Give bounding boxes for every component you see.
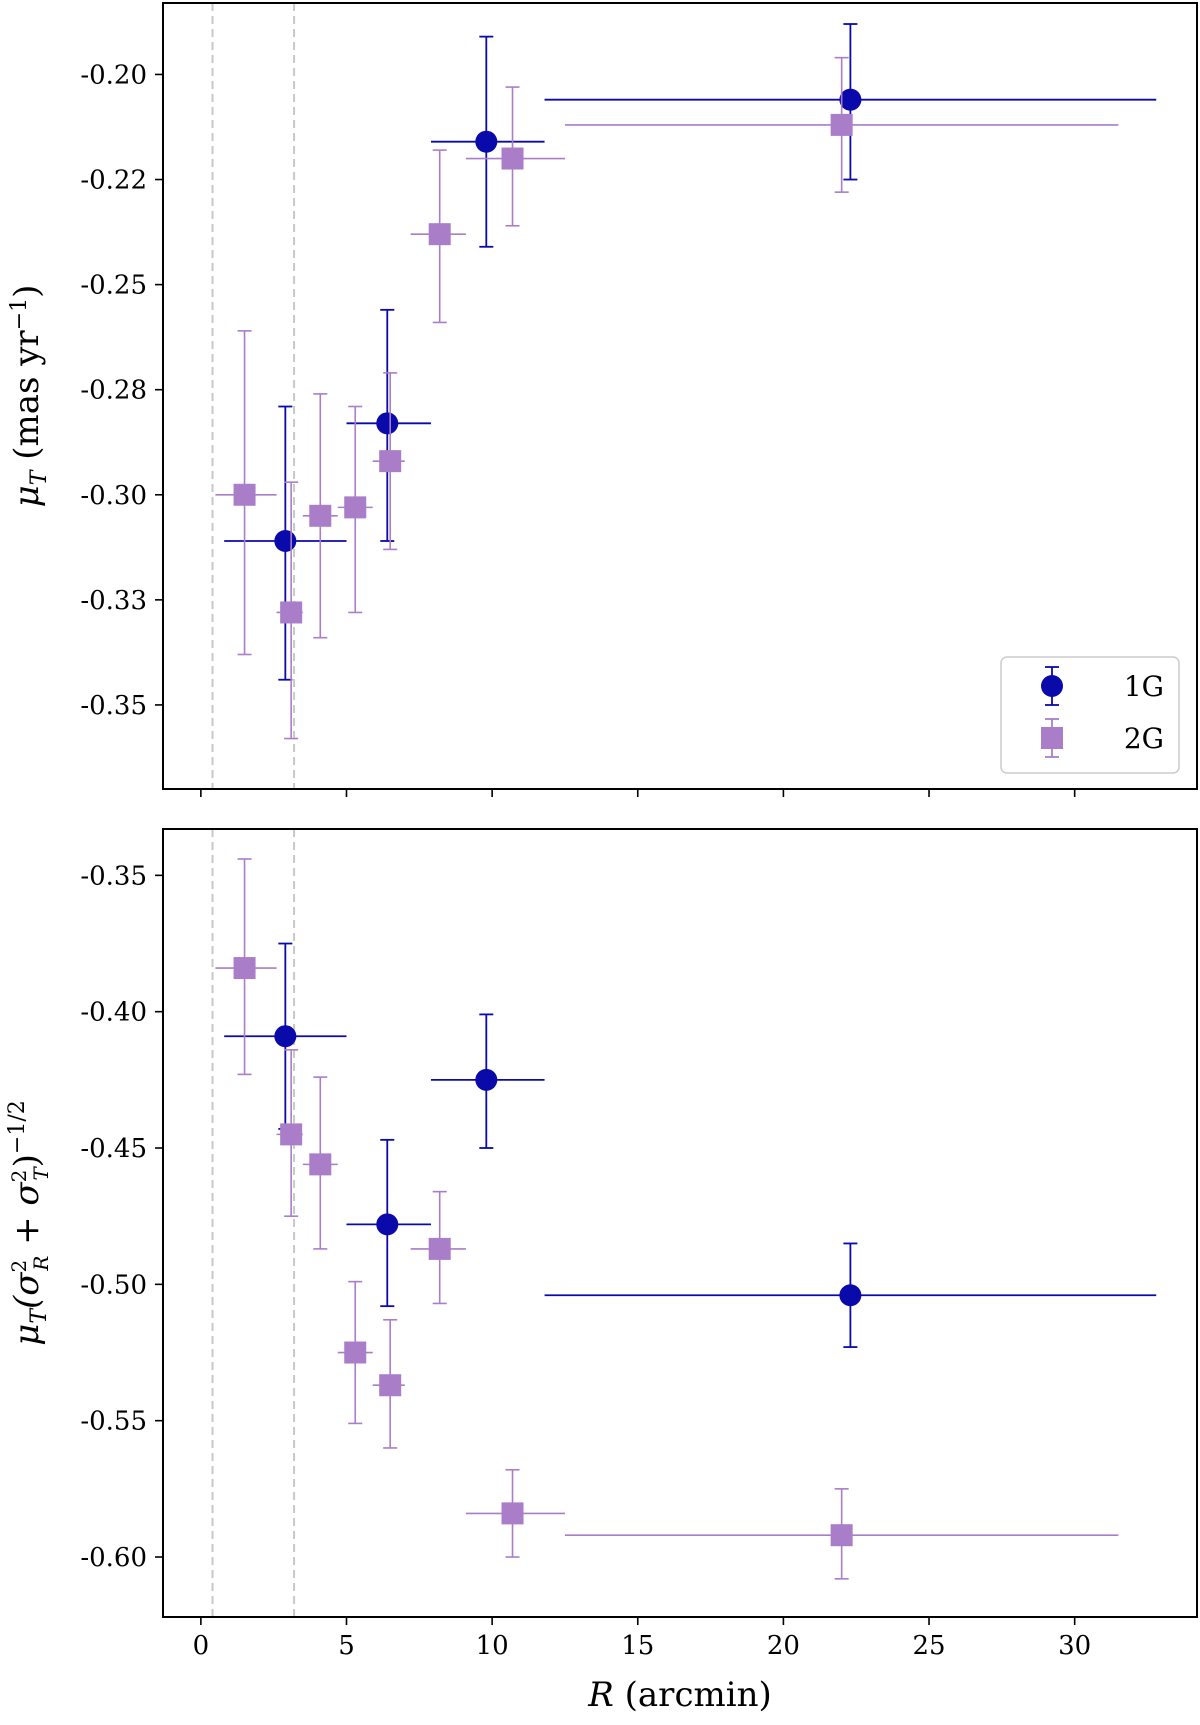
y-tick-label: -0.50 — [80, 1270, 147, 1300]
data-point-2G — [344, 1341, 367, 1364]
series-1G — [224, 23, 1157, 681]
data-point-1G — [274, 1025, 297, 1048]
legend-entry-1G: 1G — [1041, 666, 1164, 706]
data-point-2G — [830, 113, 853, 136]
data-point-2G — [830, 1524, 853, 1547]
x-tick-label: 30 — [1058, 1631, 1091, 1661]
data-point-1G — [376, 412, 399, 435]
x-tick-label: 25 — [912, 1631, 945, 1661]
data-point-1G — [376, 1213, 399, 1236]
legend-label: 2G — [1124, 722, 1164, 755]
data-point-2G — [280, 1123, 303, 1146]
x-tick-label: 0 — [193, 1631, 210, 1661]
x-tick-label: 15 — [621, 1631, 654, 1661]
data-point-2G — [428, 223, 451, 246]
data-point-1G — [475, 1068, 498, 1091]
data-point-2G — [233, 483, 256, 506]
y-tick-label: -0.33 — [80, 586, 147, 616]
data-point-2G — [501, 147, 524, 170]
y-tick-label: -0.45 — [80, 1134, 147, 1164]
y-tick-label: -0.30 — [80, 481, 147, 511]
data-point-2G — [379, 1374, 402, 1397]
y-tick-label: -0.25 — [80, 271, 147, 301]
y-tick-label: -0.28 — [80, 376, 147, 406]
x-tick-label: 10 — [476, 1631, 509, 1661]
y-tick-label: -0.35 — [80, 691, 147, 721]
series-1G — [224, 942, 1157, 1348]
series-2G — [215, 858, 1119, 1580]
y-tick-label: -0.40 — [80, 998, 147, 1028]
y-axis-label: μT(σ2R + σ2T)−1/2 — [5, 1100, 53, 1346]
data-point-2G — [280, 601, 303, 624]
legend-entry-2G: 2G — [1041, 718, 1164, 758]
y-tick-label: -0.35 — [80, 861, 147, 891]
axes-frame — [162, 828, 1198, 1618]
bottom-panel: 0 5 10 15 20 25 30 -0.60 -0.55 -0.50 -0.45 -0.40 -0.… — [5, 828, 1198, 1715]
data-point-1G — [839, 1284, 862, 1307]
legend-marker-square — [1041, 727, 1063, 749]
data-point-1G — [274, 530, 297, 553]
legend: 1G 2G — [1000, 656, 1180, 774]
data-point-1G — [475, 130, 498, 153]
data-point-2G — [233, 957, 256, 980]
series-2G — [215, 56, 1119, 740]
y-tick-label: -0.20 — [80, 60, 147, 90]
x-axis-label: R (arcmin) — [587, 1675, 772, 1715]
y-axis-label: μT (mas yr−1) — [7, 285, 52, 508]
data-point-2G — [309, 1153, 332, 1176]
legend-marker-circle — [1041, 675, 1063, 697]
top-panel: -0.35 -0.33 -0.30 -0.28 -0.25 -0.22 -0.20 μT (m… — [7, 2, 1198, 797]
data-point-2G — [309, 504, 332, 527]
data-point-2G — [379, 450, 402, 473]
y-tick-label: -0.55 — [80, 1407, 147, 1437]
legend-label: 1G — [1124, 670, 1164, 703]
y-tick-label: -0.22 — [80, 166, 147, 196]
x-tick-label: 20 — [767, 1631, 800, 1661]
data-point-2G — [501, 1502, 524, 1525]
x-tick-label: 5 — [338, 1631, 355, 1661]
axes-frame — [162, 2, 1198, 790]
data-point-2G — [344, 496, 367, 519]
data-point-2G — [428, 1237, 451, 1260]
y-tick-label: -0.60 — [80, 1543, 147, 1573]
data-point-1G — [839, 88, 862, 111]
